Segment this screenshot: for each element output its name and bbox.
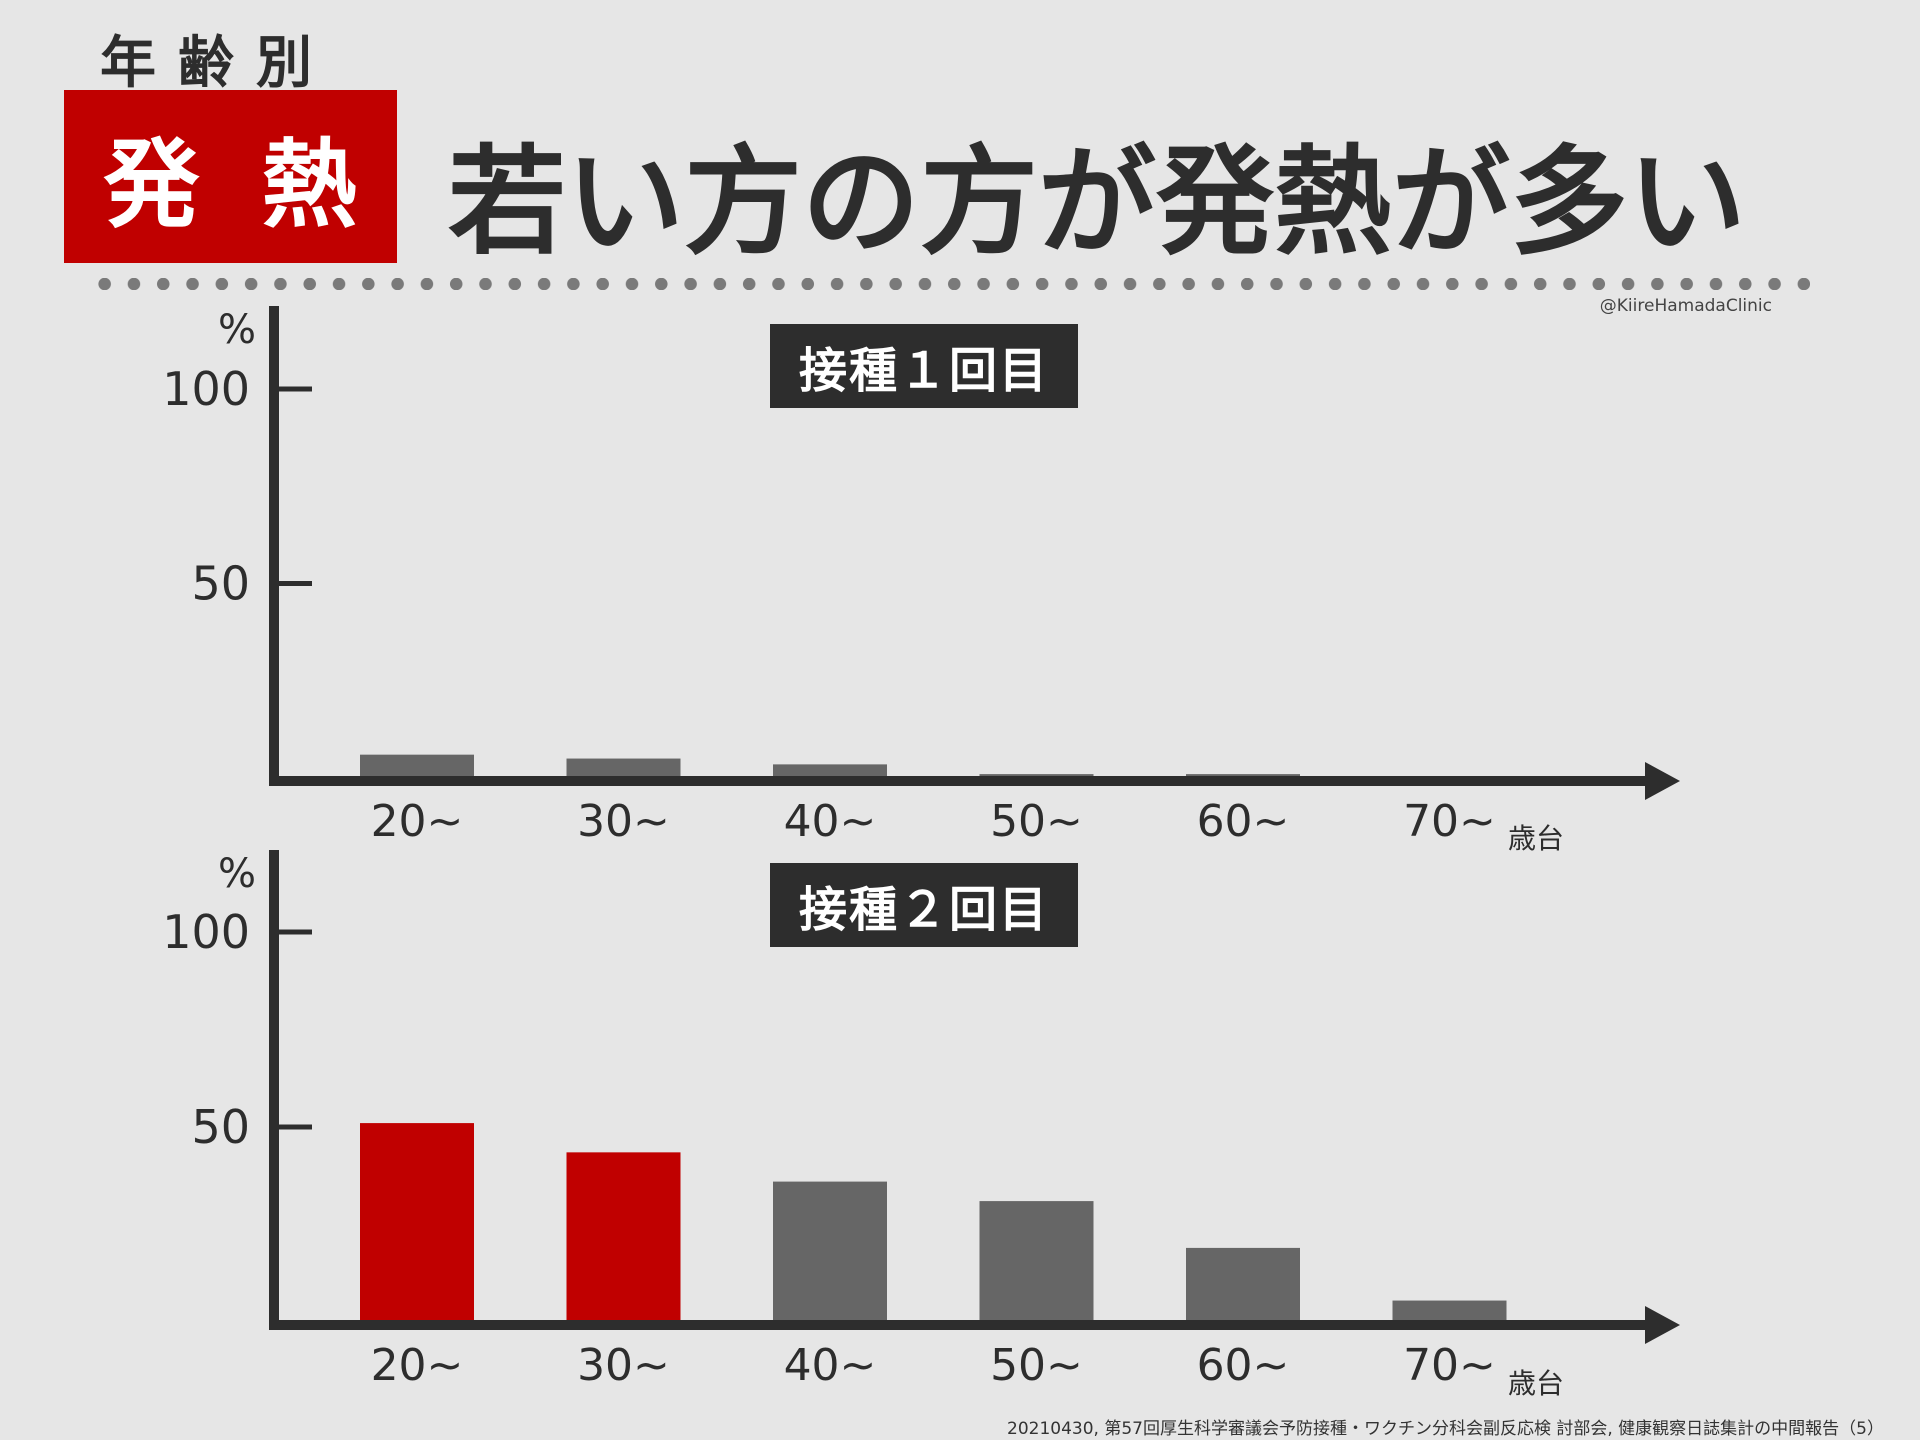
chart-2-x-tick-label: 30~: [577, 1340, 670, 1391]
chart-1-title: 接種１回目: [770, 324, 1078, 408]
fever-tag: 発熱: [64, 90, 397, 263]
dotted-divider: [90, 278, 1810, 290]
chart-2-x-tick-label: 20~: [371, 1340, 464, 1391]
chart-2-y-tick-label: 100: [162, 905, 250, 959]
chart-1-x-tick-label: 50~: [990, 796, 1083, 847]
chart-2-bar: [1392, 1300, 1507, 1322]
chart-2-x-tick-label: 70~: [1403, 1340, 1496, 1391]
chart-1-x-axis-arrow: [1645, 762, 1680, 800]
chart-2-y-axis-label: %: [218, 851, 256, 897]
chart-2-x-tick-label: 60~: [1197, 1340, 1290, 1391]
chart-1-x-tick-label: 30~: [577, 796, 670, 847]
page-title: 若い方の方が発熱が多い: [448, 133, 1747, 271]
chart-1-bar: [360, 754, 474, 778]
fever-tag-label: 発熱: [103, 129, 420, 241]
credit-text: @KiireHamadaClinic: [1599, 296, 1772, 316]
chart-2-x-axis-unit: 歳台: [1508, 1367, 1564, 1400]
chart-2-bar: [773, 1181, 887, 1322]
chart-2-bar: [360, 1123, 474, 1322]
chart-1-y-tick-label: 50: [191, 557, 250, 611]
chart-1-x-axis-unit: 歳台: [1508, 822, 1564, 855]
chart-2-bar: [1186, 1247, 1300, 1322]
chart-2-bar: [566, 1152, 681, 1322]
chart-1-y-tick-label: 100: [162, 362, 250, 416]
chart-1-x-tick-label: 40~: [784, 796, 877, 847]
chart-1-bar: [566, 758, 681, 778]
chart-2-x-tick-label: 40~: [784, 1340, 877, 1391]
chart-1-x-tick-label: 20~: [371, 796, 464, 847]
chart-2-title: 接種２回目: [770, 863, 1078, 947]
chart-1-x-tick-label: 70~: [1403, 796, 1496, 847]
subtitle: 年齢別: [100, 31, 334, 96]
source-citation: 20210430, 第57回厚生科学審議会予防接種・ワクチン分科会副反応検 討部…: [1007, 1419, 1884, 1439]
chart-1-x-tick-label: 60~: [1197, 796, 1290, 847]
chart-2-x-axis-arrow: [1645, 1306, 1680, 1344]
chart-1-y-axis-label: %: [218, 307, 256, 353]
chart-1-bar: [773, 764, 887, 778]
chart-2-x-tick-label: 50~: [990, 1340, 1083, 1391]
chart-2-y-tick-label: 50: [191, 1100, 250, 1154]
chart-2-bar: [979, 1201, 1094, 1322]
